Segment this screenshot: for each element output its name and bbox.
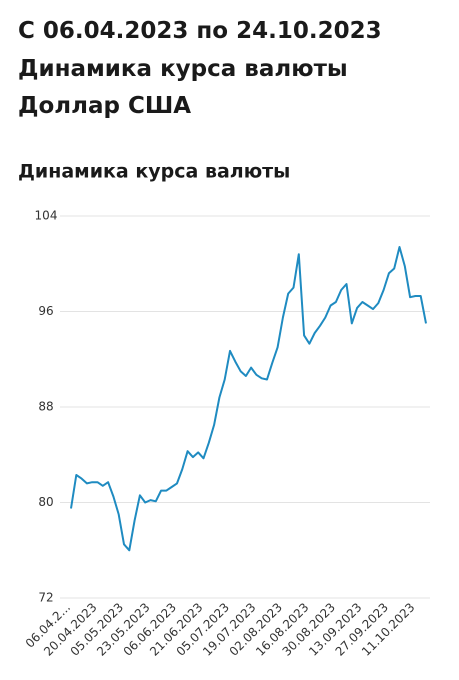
line [70,246,427,552]
y-tick-label: 80 [38,495,53,509]
header-line: Динамика курса валюты [18,56,348,82]
y-tick-label: 88 [38,400,53,414]
y-tick-label: 96 [38,304,53,318]
header-line: Доллар США [18,93,192,119]
chart-title: Динамика курса валюты [18,161,290,183]
y-tick-label: 72 [38,591,53,605]
header-line: С 06.04.2023 по 24.10.2023 [18,18,382,44]
y-tick-label: 104 [35,209,58,223]
